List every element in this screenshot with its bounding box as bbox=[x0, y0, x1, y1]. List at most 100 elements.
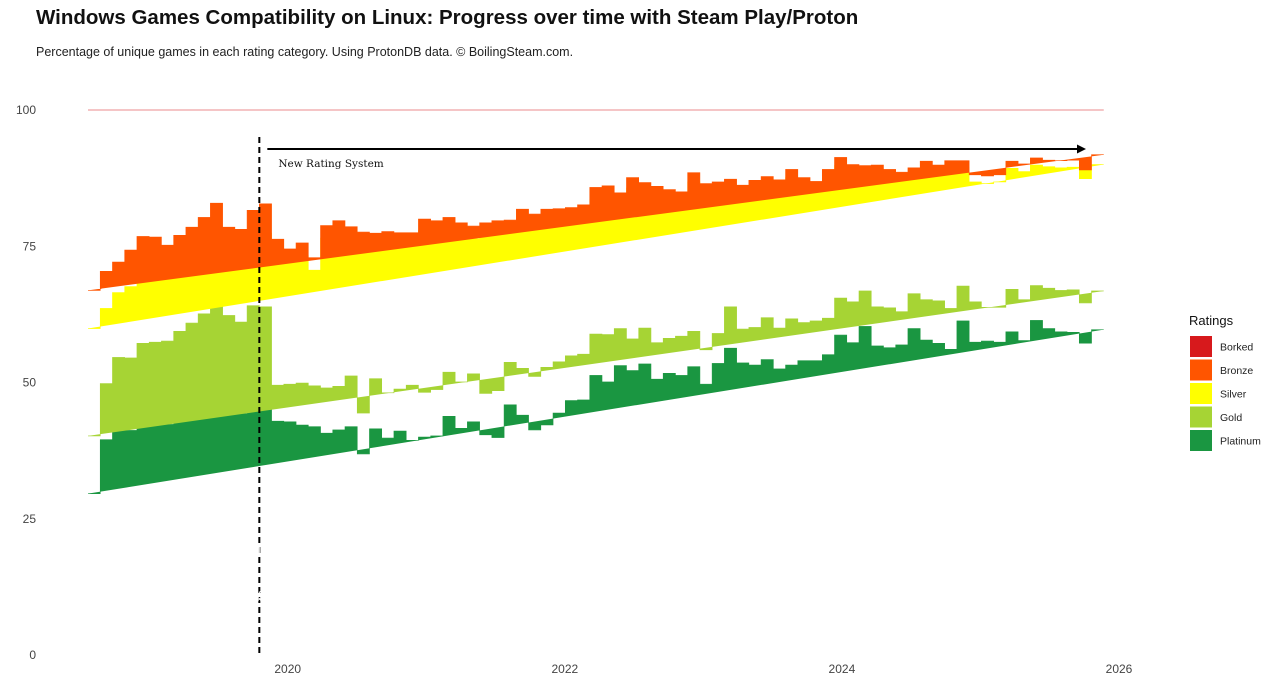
game-count-label: 2308 bbox=[982, 584, 1008, 610]
chart-subtitle: Percentage of unique games in each ratin… bbox=[36, 45, 574, 59]
y-tick-label: 25 bbox=[23, 512, 37, 526]
game-count-label: 1582 bbox=[493, 584, 519, 610]
legend-swatch-bronze bbox=[1190, 359, 1212, 381]
x-tick-label: 2020 bbox=[274, 662, 301, 676]
game-count-label: 2445 bbox=[688, 584, 714, 610]
x-tick-label: 2022 bbox=[551, 662, 578, 676]
game-count-label: 2372 bbox=[566, 584, 592, 610]
game-count-label: 2133 bbox=[762, 584, 788, 610]
game-count-label: 1621 bbox=[260, 620, 286, 646]
game-count-label: 2462 bbox=[676, 620, 702, 646]
game-count-label: 1464 bbox=[370, 584, 396, 610]
game-count-label: 2675 bbox=[652, 620, 678, 646]
game-count-label: 2383 bbox=[713, 584, 739, 610]
game-count-label: 2406 bbox=[578, 620, 604, 646]
game-count-label: 2589 bbox=[1007, 584, 1033, 610]
chart-title: Windows Games Compatibility on Linux: Pr… bbox=[36, 6, 859, 29]
area-gold bbox=[88, 285, 1104, 437]
game-count-label: 2126 bbox=[994, 620, 1020, 646]
game-count-label: 2191 bbox=[921, 620, 947, 646]
game-count-label: 2325 bbox=[1104, 584, 1130, 610]
game-count-label: 1424 bbox=[456, 620, 482, 646]
game-count-label: 2065 bbox=[199, 584, 225, 610]
game-count-label: 2424 bbox=[1019, 620, 1045, 646]
legend-label-borked: Borked bbox=[1220, 342, 1253, 354]
legend-swatch-silver bbox=[1190, 383, 1212, 404]
game-count-label: 1593 bbox=[150, 584, 176, 610]
game-count-label: 2640 bbox=[1068, 620, 1094, 646]
game-count-label: 1761 bbox=[529, 620, 555, 646]
game-count-label: 2174 bbox=[799, 620, 825, 646]
x-axis: 2020 2022 2024 2026 bbox=[274, 662, 1132, 676]
x-tick-label: 2026 bbox=[1106, 662, 1133, 676]
game-count-label: 2060 bbox=[860, 584, 886, 610]
game-count-label: 1804 bbox=[811, 584, 837, 610]
unique-games-label: Unique Games / Month bbox=[111, 542, 299, 561]
game-count-label: 1872 bbox=[321, 584, 347, 610]
game-count-label: 1938 bbox=[223, 584, 249, 610]
game-count-label: 2414 bbox=[187, 620, 213, 646]
new-rating-system-label: New Rating System bbox=[278, 158, 383, 170]
game-count-label: 3695 bbox=[89, 620, 115, 646]
game-count-label: 1970 bbox=[737, 584, 763, 610]
y-tick-label: 100 bbox=[16, 103, 36, 117]
game-count-label: 1798 bbox=[358, 620, 384, 646]
game-count-label: 2176 bbox=[174, 584, 200, 610]
legend-swatch-gold bbox=[1190, 406, 1212, 428]
game-count-label: 2351 bbox=[933, 584, 959, 610]
legend-title: Ratings bbox=[1189, 313, 1234, 328]
game-count-label: 1471 bbox=[444, 584, 470, 610]
game-count-label: 2629 bbox=[945, 620, 971, 646]
y-axis: 0 25 50 75 100 bbox=[16, 103, 36, 662]
game-count-label: 2268 bbox=[113, 620, 139, 646]
game-count-label: 2038 bbox=[162, 620, 188, 646]
game-count-label: 2228 bbox=[1031, 584, 1057, 610]
game-count-label: 1510 bbox=[285, 620, 311, 646]
game-count-label: 2440 bbox=[1043, 620, 1069, 646]
game-count-label: 1599 bbox=[395, 584, 421, 610]
legend-swatch-platinum bbox=[1190, 430, 1212, 451]
area-bronze bbox=[88, 154, 1104, 291]
game-count-label: 1773 bbox=[309, 620, 335, 646]
game-count-label: 2384 bbox=[1080, 584, 1106, 610]
legend-label-platinum: Platinum bbox=[1220, 436, 1261, 448]
game-count-label: 1726 bbox=[272, 584, 298, 610]
game-count-label: 1728 bbox=[431, 620, 457, 646]
game-count-label: 1782 bbox=[125, 584, 151, 610]
game-count-label: 2257 bbox=[958, 584, 984, 610]
legend: Ratings Borked Bronze Silver Gold Platinum bbox=[1189, 313, 1261, 451]
legend-label-bronze: Bronze bbox=[1220, 365, 1253, 377]
game-count-label: 1511 bbox=[297, 584, 323, 610]
y-tick-label: 75 bbox=[23, 239, 37, 253]
game-count-label: 1781 bbox=[211, 620, 237, 646]
game-count-label: 2059 bbox=[101, 584, 127, 610]
game-count-label: 1409 bbox=[248, 584, 274, 610]
annotations: New Rating System Unique Games / Month bbox=[111, 137, 1086, 655]
game-count-label: 2054 bbox=[750, 620, 776, 646]
game-count-label: 2794 bbox=[615, 584, 641, 610]
game-count-label: 2102 bbox=[542, 584, 568, 610]
game-count-label: 1869 bbox=[333, 620, 359, 646]
game-count-label: 2207 bbox=[554, 620, 580, 646]
game-count-label: 1721 bbox=[823, 620, 849, 646]
game-count-label: 2510 bbox=[639, 584, 665, 610]
stacked-area-layers bbox=[88, 109, 1104, 494]
game-count-label: 1527 bbox=[480, 620, 506, 646]
game-count-label: 1479 bbox=[382, 620, 408, 646]
game-count-label: 2157 bbox=[517, 584, 543, 610]
game-count-label: 1676 bbox=[419, 584, 445, 610]
game-count-label: 2372 bbox=[590, 584, 616, 610]
game-count-label: 2615 bbox=[627, 620, 653, 646]
game-count-label: 1596 bbox=[138, 620, 164, 646]
game-count-label: 1371 bbox=[468, 584, 494, 610]
game-count-label: 2096 bbox=[872, 620, 898, 646]
game-count-label: 1800 bbox=[786, 584, 812, 610]
game-count-label: 1962 bbox=[505, 620, 531, 646]
game-count-label: 1895 bbox=[774, 620, 800, 646]
legend-swatch-borked bbox=[1190, 336, 1212, 357]
game-count-label: 1943 bbox=[835, 584, 861, 610]
game-count-label: 2533 bbox=[1092, 620, 1118, 646]
legend-label-silver: Silver bbox=[1220, 389, 1247, 401]
game-count-label: 2537 bbox=[664, 584, 690, 610]
